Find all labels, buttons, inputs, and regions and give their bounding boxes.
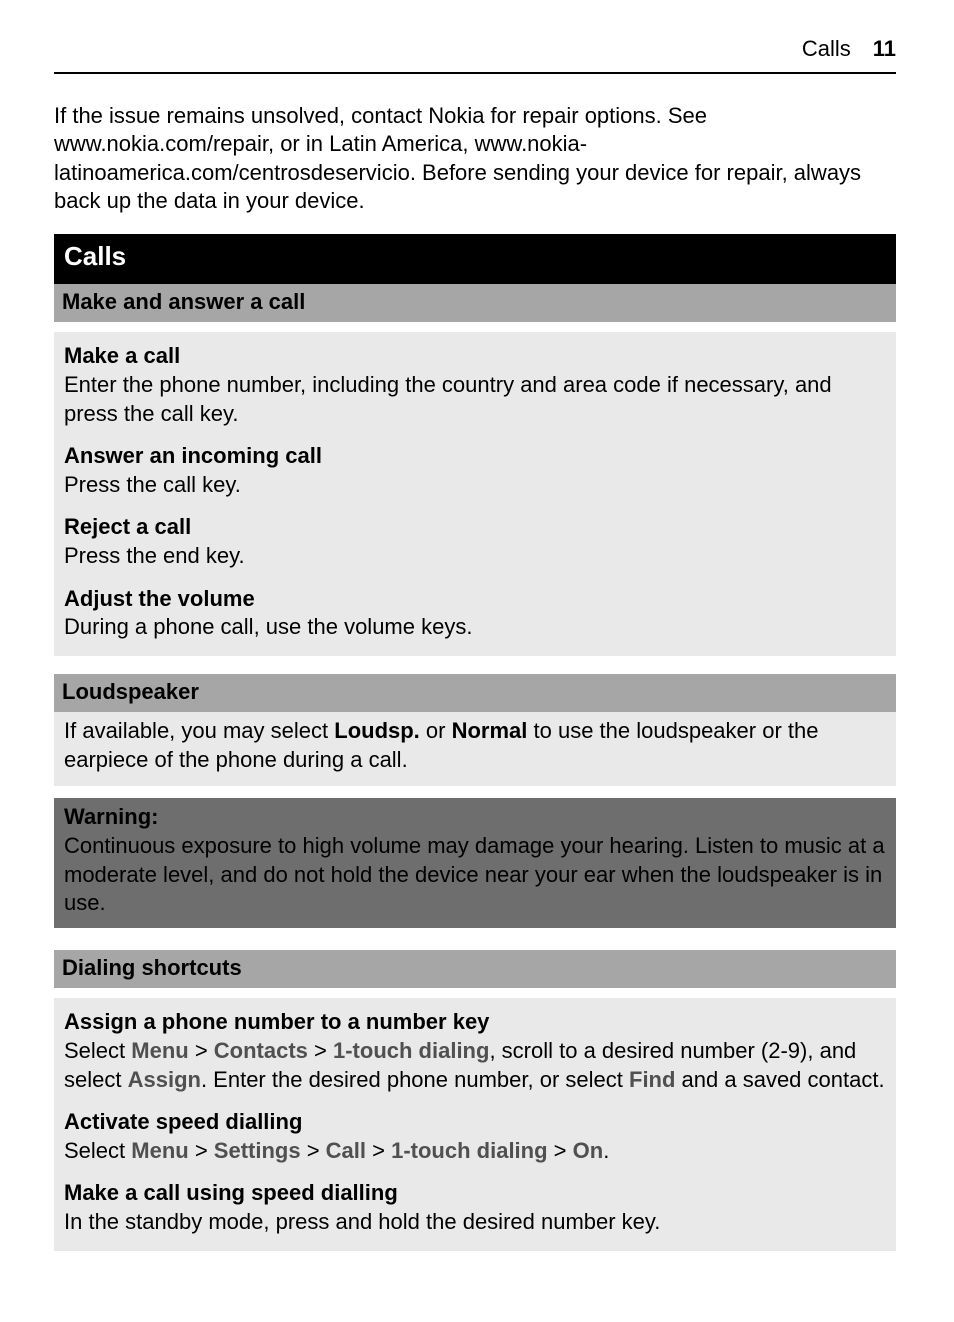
text-fragment: Select — [64, 1138, 131, 1163]
sub-text: Press the call key. — [64, 471, 886, 500]
sub-title: Make a call using speed dialling — [64, 1179, 886, 1208]
header-section-name: Calls — [802, 35, 851, 64]
sub-adjust-volume: Adjust the volume During a phone call, u… — [64, 585, 886, 642]
header-page-number: 11 — [873, 35, 896, 64]
menu-path-item: Contacts — [214, 1038, 308, 1063]
bold-normal: Normal — [452, 718, 528, 743]
section-dialing-shortcuts: Dialing shortcuts — [54, 950, 896, 989]
warning-block: Warning: Continuous exposure to high vol… — [54, 798, 896, 927]
loudspeaker-text: If available, you may select Loudsp. or … — [54, 717, 896, 774]
text-fragment: . Enter the desired phone number, or sel… — [201, 1067, 629, 1092]
dialing-content: Assign a phone number to a number key Se… — [54, 998, 896, 1250]
text-fragment: or — [420, 718, 452, 743]
text-fragment: . — [603, 1138, 609, 1163]
loudspeaker-section: Loudspeaker If available, you may select… — [54, 674, 896, 787]
text-fragment: > — [189, 1138, 214, 1163]
menu-path-item: Assign — [128, 1067, 201, 1092]
sub-assign-number: Assign a phone number to a number key Se… — [64, 1008, 886, 1094]
text-fragment: If available, you may select — [64, 718, 334, 743]
menu-path-item: Settings — [214, 1138, 301, 1163]
sub-title: Make a call — [64, 342, 886, 371]
text-fragment: Select — [64, 1038, 131, 1063]
sub-title: Assign a phone number to a number key — [64, 1008, 886, 1037]
page-header: Calls 11 — [54, 35, 896, 74]
chapter-title-calls: Calls — [54, 234, 896, 284]
warning-text: Continuous exposure to high volume may d… — [64, 832, 886, 918]
warning-title: Warning: — [64, 803, 886, 832]
sub-reject-call: Reject a call Press the end key. — [64, 513, 886, 570]
make-answer-content: Make a call Enter the phone number, incl… — [54, 332, 896, 655]
sub-text: Select Menu > Settings > Call > 1-touch … — [64, 1137, 886, 1166]
text-fragment: and a saved contact. — [675, 1067, 884, 1092]
sub-title: Reject a call — [64, 513, 886, 542]
sub-title: Adjust the volume — [64, 585, 886, 614]
sub-text: Press the end key. — [64, 542, 886, 571]
menu-path-item: Menu — [131, 1138, 188, 1163]
text-fragment: > — [548, 1138, 573, 1163]
sub-text: In the standby mode, press and hold the … — [64, 1208, 886, 1237]
sub-text: Select Menu > Contacts > 1-touch dialing… — [64, 1037, 886, 1094]
sub-activate-speed-dial: Activate speed dialling Select Menu > Se… — [64, 1108, 886, 1165]
sub-make-call-speed-dial: Make a call using speed dialling In the … — [64, 1179, 886, 1236]
sub-answer-incoming: Answer an incoming call Press the call k… — [64, 442, 886, 499]
dialing-shortcuts-section: Dialing shortcuts Assign a phone number … — [54, 950, 896, 1251]
sub-title: Answer an incoming call — [64, 442, 886, 471]
menu-path-item: Call — [326, 1138, 366, 1163]
bold-loudsp: Loudsp. — [334, 718, 420, 743]
text-fragment: > — [366, 1138, 391, 1163]
menu-path-item: 1-touch dialing — [333, 1038, 489, 1063]
sub-text: During a phone call, use the volume keys… — [64, 613, 886, 642]
text-fragment: > — [308, 1038, 333, 1063]
sub-title: Activate speed dialling — [64, 1108, 886, 1137]
text-fragment: > — [189, 1038, 214, 1063]
menu-path-item: Find — [629, 1067, 675, 1092]
section-loudspeaker: Loudspeaker — [54, 674, 896, 713]
intro-paragraph: If the issue remains unsolved, contact N… — [54, 102, 896, 216]
text-fragment: > — [301, 1138, 326, 1163]
sub-make-a-call: Make a call Enter the phone number, incl… — [64, 342, 886, 428]
menu-path-item: 1-touch dialing — [391, 1138, 547, 1163]
menu-path-item: Menu — [131, 1038, 188, 1063]
sub-text: Enter the phone number, including the co… — [64, 371, 886, 428]
menu-path-item: On — [573, 1138, 604, 1163]
section-make-and-answer: Make and answer a call — [54, 284, 896, 323]
